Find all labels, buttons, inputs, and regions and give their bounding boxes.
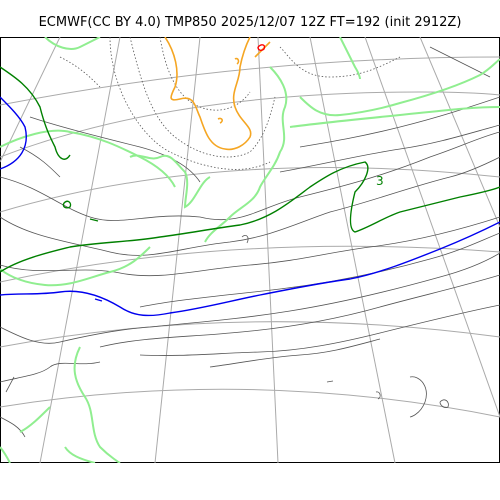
isotherm-dotted [129, 37, 276, 158]
isotherm-light-green [339, 37, 361, 80]
meridian [309, 37, 396, 463]
map-panel: 3 [0, 37, 500, 463]
isotherm-line [5, 376, 15, 393]
isotherm-line [29, 116, 201, 183]
map-frame [0, 37, 500, 463]
meridian [257, 37, 279, 463]
isotherm-line [439, 399, 449, 408]
isotherm-dark-green [0, 161, 500, 273]
light-green-isotherms [0, 37, 500, 463]
isotherm-line [99, 274, 500, 348]
isotherm-line [429, 46, 491, 78]
isotherm-line [409, 376, 427, 418]
latitude-arc [0, 388, 500, 418]
isotherm-red [257, 44, 266, 51]
isotherm-light-green [204, 66, 288, 243]
zero-celsius-isotherm [0, 96, 500, 317]
isotherm-light-green [0, 446, 11, 463]
isotherm-zero-c [0, 221, 500, 317]
dark-green-isotherms [0, 66, 500, 273]
red-isotherm [257, 44, 266, 51]
isotherm-line [209, 338, 381, 368]
isotherm-dotted [159, 37, 251, 111]
isotherm-line [299, 96, 500, 148]
isotherm-line [139, 304, 500, 356]
isotherm-line [0, 361, 101, 383]
latitude-arc [0, 167, 500, 213]
isotherm-line [0, 131, 500, 221]
isotherm-line [279, 124, 500, 173]
isotherm-line [326, 380, 334, 383]
isotherm-light-green [289, 106, 500, 128]
isotherm-light-green [0, 129, 176, 188]
isotherm-dark-green [89, 218, 99, 222]
contour-label: 3 [376, 174, 384, 188]
isotherm-zero-c [0, 96, 27, 170]
isotherm-light-green [299, 58, 500, 117]
isotherm-light-green [73, 346, 121, 463]
isotherm-light-green [0, 246, 151, 287]
isotherm-light-green [19, 406, 51, 433]
isotherm-light-green [44, 37, 101, 50]
meridian [0, 37, 61, 163]
isotherm-orange [234, 57, 240, 65]
meridian [364, 37, 500, 418]
latitude-arc [0, 56, 500, 106]
isotherm-orange [164, 37, 252, 151]
isotherm-line [0, 416, 26, 438]
isotherm-dotted [279, 46, 401, 78]
isotherm-line [0, 216, 500, 277]
isotherm-dotted [109, 37, 271, 170]
meridian [419, 37, 500, 228]
chart-title: ECMWF(CC BY 4.0) TMP850 2025/12/07 12Z F… [38, 15, 462, 30]
isotherm-dark-green [0, 66, 71, 160]
isotherm-orange [217, 117, 223, 124]
isotherm-line [0, 252, 500, 344]
map-canvas: 3 [0, 37, 500, 463]
isotherm-line [375, 391, 381, 400]
dotted-isotherms [59, 37, 401, 170]
latitude-arc [0, 245, 500, 283]
isotherm-dotted [59, 56, 101, 88]
isotherm-line [0, 156, 500, 256]
isotherm-line [241, 235, 249, 244]
meridian [39, 37, 121, 463]
isotherm-zero-c [94, 298, 103, 302]
isotherm-dark-green [62, 200, 72, 209]
meridian [154, 37, 201, 463]
isotherm-line [19, 146, 61, 178]
isotherm-light-green [129, 154, 211, 209]
latitude-arc [0, 321, 500, 348]
isotherm-light-green [64, 446, 96, 463]
